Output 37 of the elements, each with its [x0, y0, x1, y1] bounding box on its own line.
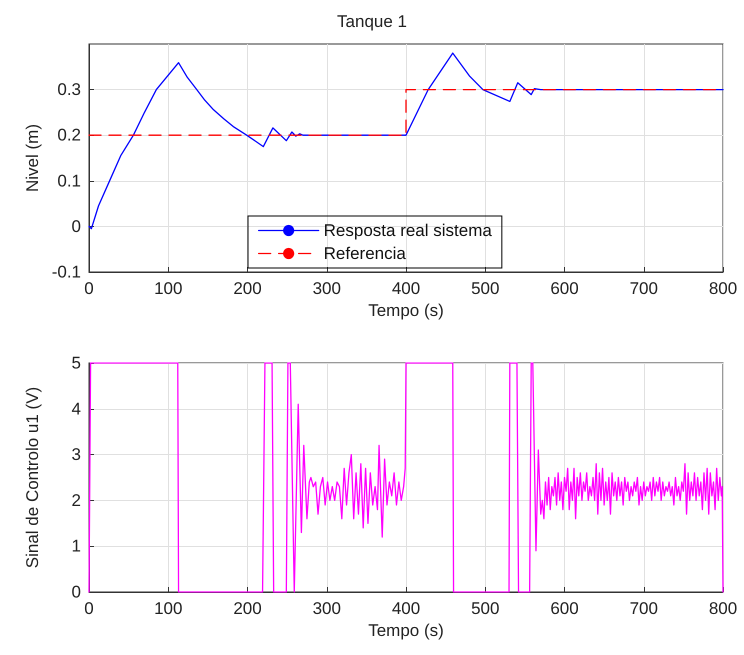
y-tick-label: 0.1 [57, 171, 81, 190]
x-tick-label: 300 [312, 279, 341, 298]
y-tick-label: 4 [72, 399, 81, 418]
x-tick-label: 700 [630, 279, 658, 298]
x-tick-label: 400 [392, 279, 420, 298]
x-tick-label: 100 [154, 599, 182, 618]
y-tick-label: 0 [72, 216, 81, 236]
y-tick-label: 3 [72, 445, 81, 464]
y-tick-label: 0.3 [57, 80, 81, 100]
x-axis-title: Tempo (s) [368, 620, 444, 640]
x-tick-label: 800 [708, 279, 738, 298]
x-tick-label: 400 [392, 599, 420, 618]
x-tick-label: 500 [471, 599, 500, 618]
y-tick-label: -0.1 [52, 262, 81, 282]
x-tick-label: 700 [630, 599, 658, 618]
y-tick-label: 5 [72, 354, 81, 372]
x-tick-label: 300 [312, 599, 341, 618]
x-tick-label: 0 [84, 599, 94, 618]
x-tick-label: 500 [471, 279, 500, 298]
legend-label: Resposta real sistema [324, 221, 492, 240]
legend-label: Referencia [324, 244, 406, 263]
x-tick-label: 600 [550, 599, 579, 618]
y-tick-label: 1 [72, 536, 81, 556]
x-tick-label: 800 [708, 599, 738, 618]
x-tick-label: 0 [84, 279, 94, 298]
line-series [88, 362, 724, 593]
y-tick-label: 0.2 [57, 126, 81, 145]
x-tick-label: 600 [550, 279, 579, 298]
y-axis-title: Sinal de Controlo u1 (V) [23, 386, 42, 568]
y-tick-label: 2 [72, 490, 81, 510]
x-tick-label: 100 [154, 279, 182, 298]
x-tick-label: 200 [233, 599, 262, 618]
x-axis-title: Tempo (s) [368, 300, 444, 320]
y-tick-label: 0 [72, 582, 81, 602]
chart-title: Tanque 1 [337, 12, 407, 31]
x-tick-label: 200 [233, 279, 262, 298]
y-axis-title: Nivel (m) [22, 124, 42, 192]
